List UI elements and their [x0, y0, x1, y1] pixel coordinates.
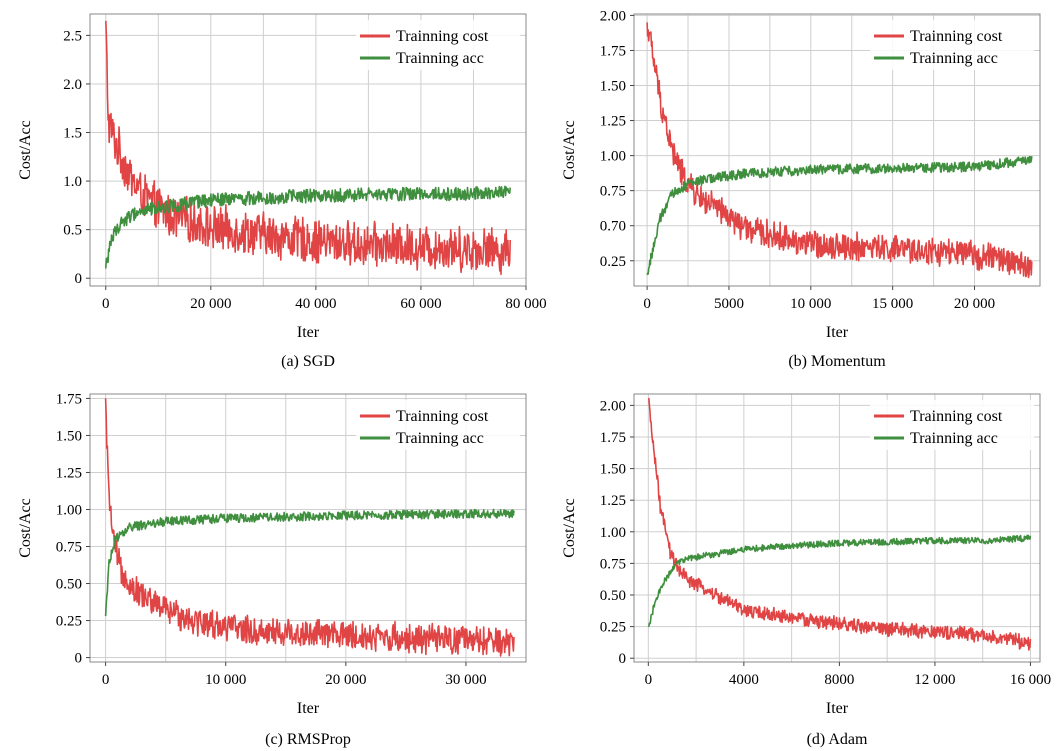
y-tick-label: 1.50 [600, 79, 626, 95]
legend-label: Trainning acc [910, 50, 998, 67]
y-axis-label: Cost/Acc [17, 120, 34, 180]
x-axis-label: Iter [297, 700, 320, 717]
x-tick-label: 5000 [714, 296, 744, 312]
legend-box [356, 400, 520, 450]
legend-label: Trainning cost [396, 408, 489, 425]
x-tick-label: 80 000 [505, 296, 546, 312]
chart-panel-1: 0 20 000 40 000 60 000 80 000 0 0.5 1.0 1.5 2.0 2.… [17, 13, 547, 370]
plot-frame [633, 13, 1041, 287]
y-tick-label: 1.75 [56, 391, 82, 407]
x-tick-label: 0 [643, 296, 651, 312]
x-axis-label: Iter [826, 700, 849, 717]
legend-label: Trainning cost [910, 408, 1003, 425]
chart-panel-3: 0 10 000 20 000 30 000 0 0.25 0.50 0.75 1.00 1.25… [17, 391, 527, 748]
y-tick-label: 2.00 [600, 8, 626, 24]
x-tick-label: 60 000 [400, 296, 441, 312]
legend: Trainning cost Trainning acc [870, 400, 1034, 450]
x-tick-label: 20 000 [190, 296, 231, 312]
y-tick-label: 0.75 [56, 540, 82, 556]
legend-box [870, 20, 1034, 70]
y-tick-label: 0 [75, 271, 83, 287]
series-line-acc [104, 508, 515, 617]
y-axis-label: Cost/Acc [561, 120, 578, 180]
legend-label: Trainning cost [910, 28, 1003, 45]
y-tick-label: 1.75 [600, 43, 626, 59]
y-tick-label: 1.00 [600, 149, 626, 165]
y-tick-label: 1.25 [600, 493, 626, 509]
legend-label: Trainning acc [910, 430, 998, 447]
y-tick-label: 2.0 [63, 77, 82, 93]
plot-frame [89, 13, 527, 287]
y-tick-label: 2.5 [63, 28, 82, 44]
x-tick-label: 16 000 [1010, 672, 1051, 688]
y-tick-label: 0.5 [63, 223, 82, 239]
x-tick-label: 4000 [729, 672, 759, 688]
y-tick-label: 1.0 [63, 174, 82, 190]
y-tick-label: 0.25 [600, 620, 626, 636]
chart-panel-2: 0 5000 10 000 15 000 20 000 0.25 0.70 0.75 1.00 1… [561, 8, 1041, 370]
y-tick-label: 1.50 [56, 428, 82, 444]
x-tick-label: 8000 [824, 672, 854, 688]
x-axis-label: Iter [297, 324, 320, 341]
panel-caption: (d) Adam [807, 731, 868, 748]
x-axis-label: Iter [826, 324, 849, 341]
legend-label: Trainning acc [396, 430, 484, 447]
y-tick-label: 0 [75, 651, 83, 667]
legend-label: Trainning acc [396, 50, 484, 67]
y-tick-label: 0.75 [600, 184, 626, 200]
y-tick-label: 0 [619, 651, 627, 667]
series-line-acc [105, 185, 511, 269]
legend: Trainning cost Trainning acc [356, 20, 520, 70]
plot-frame [89, 393, 527, 663]
y-tick-label: 1.5 [63, 126, 82, 142]
x-tick-label: 0 [102, 672, 110, 688]
panel-caption: (b) Momentum [788, 353, 886, 370]
chart-panel-4: 0 4000 8000 12 000 16 000 0 0.25 0.50 0.75 1.00 1.… [561, 393, 1051, 748]
legend: Trainning cost Trainning acc [356, 400, 520, 450]
y-tick-label: 1.75 [600, 430, 626, 446]
y-tick-label: 0.75 [600, 556, 626, 572]
series-line-cost [646, 22, 1033, 279]
y-axis-label: Cost/Acc [561, 498, 578, 558]
series-line-cost [104, 398, 515, 657]
y-tick-label: 0.25 [56, 614, 82, 630]
x-tick-label: 15 000 [872, 296, 913, 312]
y-tick-label: 1.25 [56, 465, 82, 481]
y-tick-label: 1.25 [600, 114, 626, 130]
x-tick-label: 0 [645, 672, 653, 688]
series-line-cost [105, 20, 511, 275]
y-tick-label: 1.00 [56, 502, 82, 518]
x-tick-label: 12 000 [914, 672, 955, 688]
series-line-acc [646, 155, 1033, 276]
y-tick-label: 0.25 [600, 254, 626, 270]
x-tick-label: 10 000 [205, 672, 246, 688]
panel-caption: (a) SGD [281, 353, 335, 370]
y-tick-label: 2.00 [600, 398, 626, 414]
x-tick-label: 30 000 [445, 672, 486, 688]
legend-label: Trainning cost [396, 28, 489, 45]
plot-frame [633, 393, 1041, 663]
y-tick-label: 0.70 [600, 219, 626, 235]
legend-box [356, 20, 520, 70]
y-tick-label: 0.50 [56, 577, 82, 593]
y-tick-label: 0.50 [600, 588, 626, 604]
x-tick-label: 20 000 [325, 672, 366, 688]
y-tick-label: 1.50 [600, 462, 626, 478]
panel-caption: (c) RMSProp [265, 731, 351, 748]
y-axis-label: Cost/Acc [17, 498, 34, 558]
x-tick-label: 20 000 [954, 296, 995, 312]
y-tick-label: 1.00 [600, 525, 626, 541]
legend: Trainning cost Trainning acc [870, 20, 1034, 70]
x-tick-label: 10 000 [790, 296, 831, 312]
x-tick-label: 0 [102, 296, 110, 312]
x-tick-label: 40 000 [295, 296, 336, 312]
legend-box [870, 400, 1034, 450]
series-line-acc [648, 534, 1032, 628]
series-line-cost [647, 397, 1032, 651]
